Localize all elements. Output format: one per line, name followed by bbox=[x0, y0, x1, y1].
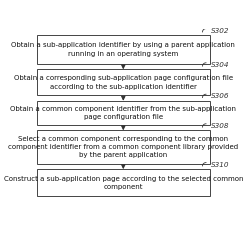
Text: Select a common component corresponding to the common
component identifier from : Select a common component corresponding … bbox=[8, 136, 238, 158]
Text: S310: S310 bbox=[210, 162, 229, 168]
Bar bbox=[37, 101, 210, 125]
Bar bbox=[37, 131, 210, 164]
Text: S302: S302 bbox=[210, 28, 229, 34]
Text: S306: S306 bbox=[210, 93, 229, 99]
Bar bbox=[37, 35, 210, 64]
Text: S304: S304 bbox=[210, 62, 229, 68]
Bar bbox=[37, 69, 210, 95]
Text: Construct a sub-application page according to the selected common
component: Construct a sub-application page accordi… bbox=[4, 175, 243, 190]
Bar bbox=[37, 169, 210, 196]
Text: Obtain a corresponding sub-application page configuration file
according to the : Obtain a corresponding sub-application p… bbox=[14, 75, 233, 90]
Text: Obtain a common component identifier from the sub-application
page configuration: Obtain a common component identifier fro… bbox=[10, 106, 236, 120]
Text: Obtain a sub-application identifier by using a parent application
running in an : Obtain a sub-application identifier by u… bbox=[11, 42, 235, 57]
Text: S308: S308 bbox=[210, 123, 229, 129]
